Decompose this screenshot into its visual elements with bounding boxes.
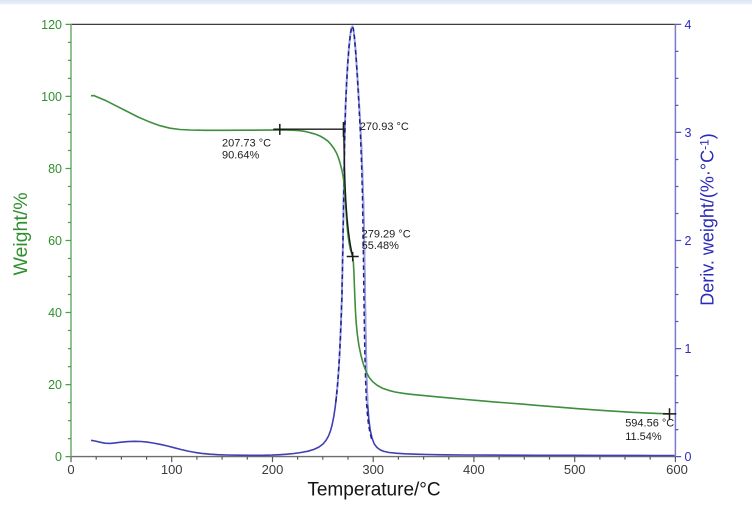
svg-text:0: 0	[685, 450, 692, 464]
svg-text:207.73 °C: 207.73 °C	[222, 138, 271, 150]
svg-text:100: 100	[41, 90, 62, 104]
svg-text:100: 100	[161, 462, 183, 477]
svg-text:Weight/%: Weight/%	[10, 192, 32, 275]
svg-text:3: 3	[685, 126, 692, 140]
svg-text:11.54%: 11.54%	[625, 431, 662, 443]
svg-text:Deriv. weight/(%·°C-1): Deriv. weight/(%·°C-1)	[698, 133, 718, 306]
svg-text:40: 40	[48, 306, 62, 320]
svg-text:400: 400	[463, 462, 485, 477]
svg-text:0: 0	[55, 450, 62, 464]
svg-text:0: 0	[67, 462, 74, 477]
svg-text:600: 600	[666, 462, 688, 477]
svg-text:80: 80	[48, 162, 62, 176]
svg-text:120: 120	[41, 18, 62, 32]
svg-text:594.56 °C: 594.56 °C	[625, 418, 674, 430]
svg-text:300: 300	[362, 462, 384, 477]
svg-text:90.64%: 90.64%	[222, 150, 260, 162]
svg-text:270.93 °C: 270.93 °C	[360, 121, 409, 133]
svg-text:4: 4	[685, 18, 692, 32]
svg-text:500: 500	[564, 462, 586, 477]
svg-text:20: 20	[48, 378, 62, 392]
svg-text:Temperature/°C: Temperature/°C	[307, 480, 440, 501]
svg-text:279.29 °C: 279.29 °C	[362, 228, 411, 240]
svg-text:1: 1	[685, 342, 692, 356]
svg-text:55.48%: 55.48%	[362, 240, 400, 252]
svg-text:200: 200	[262, 462, 284, 477]
svg-text:2: 2	[685, 234, 692, 248]
svg-text:60: 60	[48, 234, 62, 248]
